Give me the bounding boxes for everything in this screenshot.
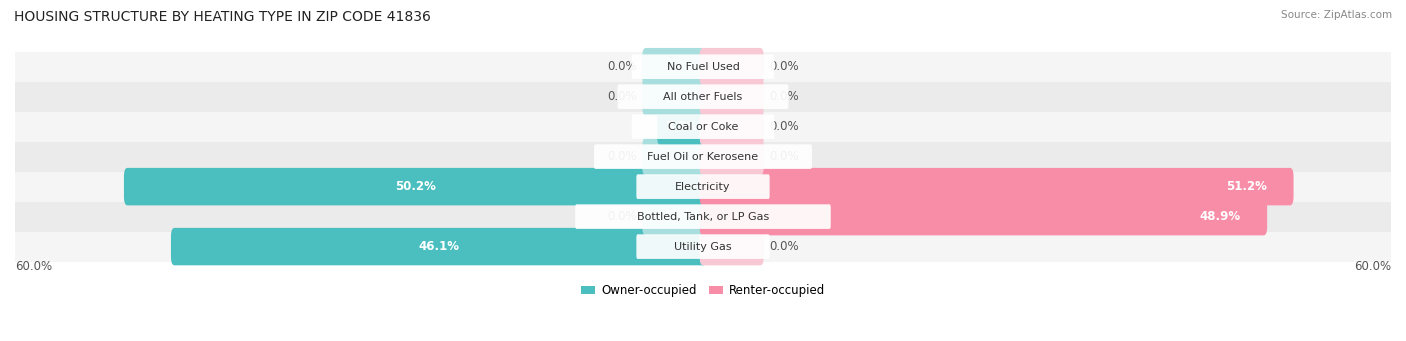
FancyBboxPatch shape (700, 168, 1294, 205)
FancyBboxPatch shape (637, 234, 769, 259)
Text: 0.0%: 0.0% (607, 210, 637, 223)
FancyBboxPatch shape (657, 108, 706, 145)
Legend: Owner-occupied, Renter-occupied: Owner-occupied, Renter-occupied (576, 279, 830, 302)
FancyBboxPatch shape (631, 54, 775, 79)
Text: 51.2%: 51.2% (1226, 180, 1267, 193)
FancyBboxPatch shape (643, 138, 706, 175)
Text: 0.0%: 0.0% (607, 150, 637, 163)
Text: 0.0%: 0.0% (769, 120, 799, 133)
Text: 0.0%: 0.0% (769, 240, 799, 253)
Text: Bottled, Tank, or LP Gas: Bottled, Tank, or LP Gas (637, 212, 769, 222)
Text: Coal or Coke: Coal or Coke (668, 122, 738, 132)
FancyBboxPatch shape (617, 84, 789, 109)
FancyBboxPatch shape (700, 48, 763, 86)
FancyBboxPatch shape (124, 168, 706, 205)
Text: Utility Gas: Utility Gas (675, 242, 731, 252)
FancyBboxPatch shape (595, 144, 811, 169)
Text: 0.0%: 0.0% (769, 90, 799, 103)
FancyBboxPatch shape (15, 142, 1391, 172)
FancyBboxPatch shape (575, 204, 831, 229)
Text: 3.7%: 3.7% (665, 120, 699, 133)
Text: Electricity: Electricity (675, 182, 731, 192)
FancyBboxPatch shape (700, 228, 763, 265)
FancyBboxPatch shape (15, 202, 1391, 232)
Text: All other Fuels: All other Fuels (664, 92, 742, 102)
Text: 0.0%: 0.0% (769, 60, 799, 73)
FancyBboxPatch shape (700, 78, 763, 115)
FancyBboxPatch shape (700, 108, 763, 145)
FancyBboxPatch shape (15, 232, 1391, 262)
FancyBboxPatch shape (700, 138, 763, 175)
Text: No Fuel Used: No Fuel Used (666, 62, 740, 72)
Text: 0.0%: 0.0% (607, 60, 637, 73)
FancyBboxPatch shape (15, 172, 1391, 202)
FancyBboxPatch shape (643, 78, 706, 115)
FancyBboxPatch shape (15, 112, 1391, 142)
Text: 0.0%: 0.0% (607, 90, 637, 103)
FancyBboxPatch shape (643, 198, 706, 235)
FancyBboxPatch shape (15, 82, 1391, 112)
Text: 48.9%: 48.9% (1199, 210, 1240, 223)
FancyBboxPatch shape (15, 52, 1391, 82)
Text: 60.0%: 60.0% (1354, 261, 1391, 273)
Text: 46.1%: 46.1% (418, 240, 460, 253)
FancyBboxPatch shape (637, 174, 769, 199)
Text: 50.2%: 50.2% (395, 180, 436, 193)
Text: Source: ZipAtlas.com: Source: ZipAtlas.com (1281, 10, 1392, 20)
Text: 60.0%: 60.0% (15, 261, 52, 273)
Text: Fuel Oil or Kerosene: Fuel Oil or Kerosene (647, 152, 759, 162)
FancyBboxPatch shape (643, 48, 706, 86)
FancyBboxPatch shape (700, 198, 1267, 235)
Text: 0.0%: 0.0% (769, 150, 799, 163)
FancyBboxPatch shape (631, 114, 775, 139)
Text: HOUSING STRUCTURE BY HEATING TYPE IN ZIP CODE 41836: HOUSING STRUCTURE BY HEATING TYPE IN ZIP… (14, 10, 430, 24)
FancyBboxPatch shape (172, 228, 706, 265)
